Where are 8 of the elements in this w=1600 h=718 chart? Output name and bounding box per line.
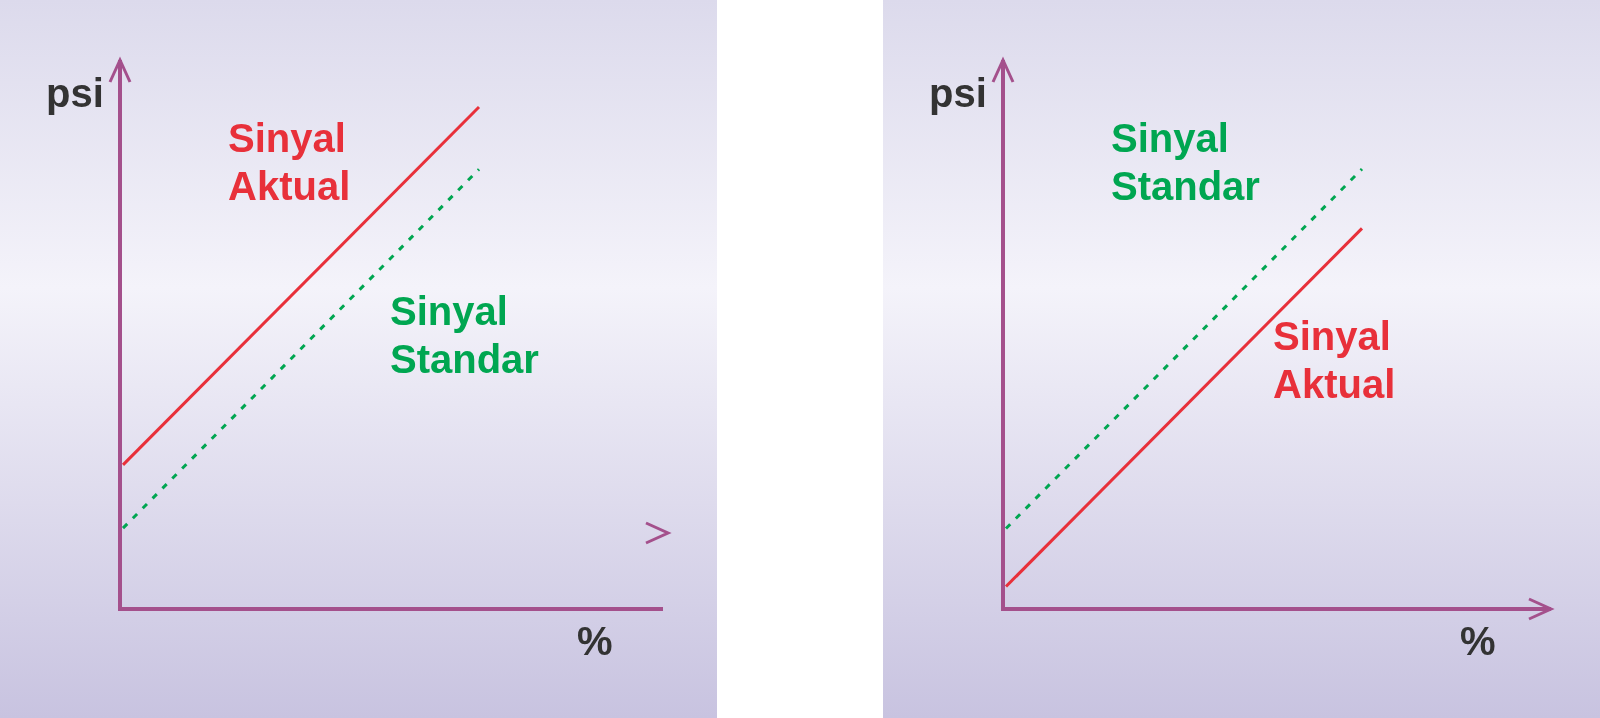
series-label: Sinyal Standar [390, 289, 539, 381]
y-axis-title: psi [929, 71, 987, 115]
series-label: Sinyal Aktual [1273, 314, 1396, 406]
x-axis-title: % [1460, 619, 1496, 663]
y-axis-title: psi [46, 71, 104, 115]
series-label: Sinyal Aktual [228, 116, 351, 208]
series-label: Sinyal Standar [1111, 116, 1260, 208]
x-axis-title: % [577, 619, 613, 663]
